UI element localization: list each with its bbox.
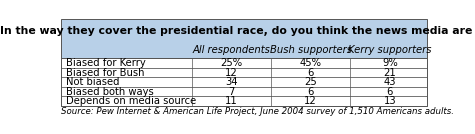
Text: In the way they cover the presidential race, do you think the news media are ...: In the way they cover the presidential r… (0, 26, 475, 36)
Text: 12: 12 (304, 96, 317, 106)
Bar (61, 87, 427, 96)
Text: 21: 21 (383, 68, 396, 78)
Text: All respondents: All respondents (192, 45, 270, 55)
Text: Not biased: Not biased (66, 77, 119, 87)
Text: 6: 6 (307, 68, 314, 78)
Text: Biased for Kerry: Biased for Kerry (66, 58, 145, 68)
Text: 13: 13 (383, 96, 396, 106)
Text: Biased for Bush: Biased for Bush (66, 68, 144, 78)
Bar (61, 77, 427, 87)
Text: 6: 6 (387, 87, 393, 97)
Text: Bush supporters: Bush supporters (270, 45, 352, 55)
Text: 12: 12 (225, 68, 238, 78)
Text: 34: 34 (225, 77, 238, 87)
Text: 45%: 45% (300, 58, 322, 68)
Text: Kerry supporters: Kerry supporters (348, 45, 431, 55)
Text: 11: 11 (225, 96, 238, 106)
Text: Source: Pew Internet & American Life Project, June 2004 survey of 1,510 American: Source: Pew Internet & American Life Pro… (61, 107, 454, 116)
Text: Biased both ways: Biased both ways (66, 87, 153, 97)
Text: 7: 7 (228, 87, 235, 97)
Text: 9%: 9% (382, 58, 398, 68)
Text: 6: 6 (307, 87, 314, 97)
Bar (61, 58, 427, 68)
Bar (61, 68, 427, 77)
Text: 25: 25 (304, 77, 317, 87)
Bar (61, 96, 427, 106)
Text: 43: 43 (383, 77, 396, 87)
Text: Depends on media source: Depends on media source (66, 96, 196, 106)
Text: 25%: 25% (220, 58, 243, 68)
